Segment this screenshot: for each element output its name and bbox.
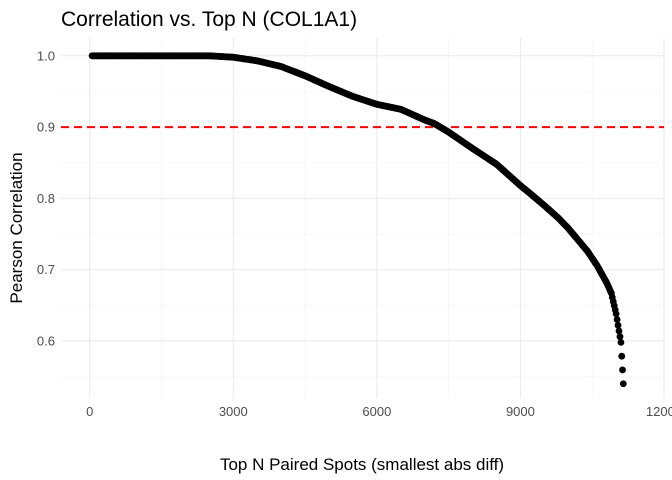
x-tick-label: 6000 [362,404,391,419]
y-tick-label: 0.9 [37,120,55,135]
x-tick-label: 9000 [506,404,535,419]
y-tick-label: 0.8 [37,191,55,206]
chart-title: Correlation vs. Top N (COL1A1) [61,8,357,31]
y-tick-label: 0.7 [37,262,55,277]
x-tick-label: 3000 [219,404,248,419]
data-point [617,338,625,346]
grid [61,38,665,398]
data-point [612,310,620,318]
data-point [613,316,621,323]
y-axis-title: Pearson Correlation [7,152,26,303]
data-point [618,352,626,360]
data-point [615,327,623,335]
data-point [619,380,627,388]
data-points [88,52,627,388]
data-point [619,366,626,374]
data-point [616,333,624,341]
data-point [614,321,622,329]
x-tick-label: 0 [86,404,93,419]
y-tick-label: 1.0 [37,48,55,63]
x-axis-title: Top N Paired Spots (smallest abs diff) [220,455,504,474]
y-axis-ticks: 0.6 0.7 0.8 0.9 1.0 [37,48,55,348]
y-tick-label: 0.6 [37,333,55,348]
